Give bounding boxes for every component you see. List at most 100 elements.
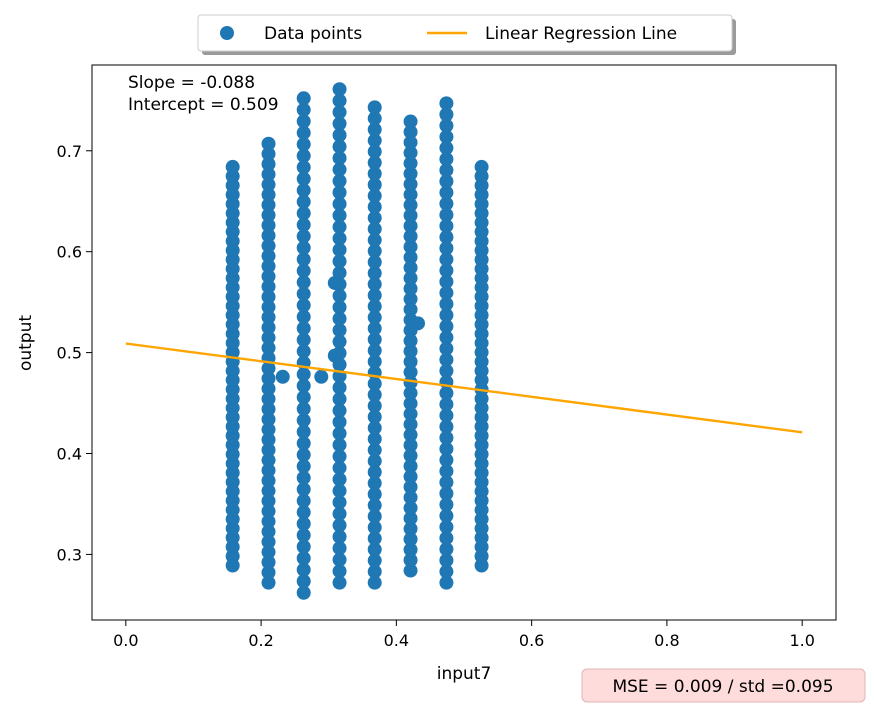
data-point — [439, 263, 454, 278]
data-point — [296, 413, 311, 428]
data-point — [367, 210, 382, 225]
data-point — [367, 166, 382, 181]
data-point — [261, 391, 276, 406]
data-point — [403, 260, 418, 275]
data-point — [367, 122, 382, 137]
data-point — [367, 542, 382, 557]
data-point — [367, 299, 382, 314]
x-tick-label: 0.8 — [654, 631, 679, 650]
data-point — [332, 139, 347, 154]
data-point — [367, 321, 382, 336]
data-point — [403, 386, 418, 401]
data-point — [439, 129, 454, 144]
data-point — [332, 116, 347, 131]
data-point — [261, 300, 276, 315]
data-point — [403, 344, 418, 359]
data-point — [261, 238, 276, 253]
data-point — [261, 381, 276, 396]
data-point — [439, 274, 454, 289]
data-point — [439, 564, 454, 579]
data-point — [439, 174, 454, 189]
data-point — [439, 152, 454, 167]
data-point — [261, 157, 276, 172]
intercept-annotation: Intercept = 0.509 — [128, 95, 279, 115]
data-point — [296, 585, 311, 600]
data-point — [439, 386, 454, 401]
data-point — [367, 343, 382, 358]
data-point — [261, 361, 276, 376]
data-point — [261, 248, 276, 263]
data-point — [439, 330, 454, 345]
data-point — [296, 309, 311, 324]
data-point — [367, 100, 382, 115]
data-point — [332, 575, 347, 590]
data-point — [367, 233, 382, 248]
data-point — [439, 196, 454, 211]
data-point — [403, 563, 418, 578]
data-point — [332, 552, 347, 567]
data-point — [367, 277, 382, 292]
data-point — [296, 91, 311, 106]
data-point — [261, 473, 276, 488]
data-point — [367, 332, 382, 347]
data-point — [439, 363, 454, 378]
data-point — [296, 102, 311, 117]
regression-line-layer — [125, 342, 803, 434]
data-point — [439, 107, 454, 122]
data-point — [261, 177, 276, 192]
data-point — [296, 539, 311, 554]
x-tick-label: 0.4 — [384, 631, 409, 650]
data-point — [403, 302, 418, 317]
data-point — [332, 185, 347, 200]
data-point — [403, 480, 418, 495]
data-point — [261, 432, 276, 447]
data-point — [296, 229, 311, 244]
data-point — [332, 174, 347, 189]
data-point — [261, 310, 276, 325]
data-point — [296, 263, 311, 278]
data-point — [332, 449, 347, 464]
data-point — [261, 330, 276, 345]
data-point — [403, 521, 418, 536]
legend-label-data-points: Data points — [264, 24, 362, 44]
data-point — [403, 511, 418, 526]
data-point — [439, 163, 454, 178]
data-point — [296, 206, 311, 221]
x-axis-ticks: 0.0 0.2 0.4 0.6 0.8 1.0 — [113, 620, 815, 650]
data-point — [332, 495, 347, 510]
data-point — [327, 348, 342, 363]
y-tick-label: 0.3 — [57, 545, 82, 564]
data-point — [296, 436, 311, 451]
data-point — [439, 397, 454, 412]
data-point — [403, 532, 418, 547]
data-point — [403, 239, 418, 254]
data-point — [332, 300, 347, 315]
data-point — [296, 482, 311, 497]
plot-area — [91, 64, 837, 621]
data-point — [439, 241, 454, 256]
data-point — [261, 320, 276, 335]
data-point — [332, 426, 347, 441]
data-point — [332, 437, 347, 452]
data-point — [296, 252, 311, 267]
data-point — [403, 438, 418, 453]
data-point — [439, 486, 454, 501]
data-point — [439, 352, 454, 367]
data-point — [439, 218, 454, 233]
data-point — [403, 250, 418, 265]
data-point — [367, 465, 382, 480]
data-point — [439, 308, 454, 323]
data-point — [403, 156, 418, 171]
data-point — [403, 406, 418, 421]
data-point — [367, 509, 382, 524]
data-point — [367, 409, 382, 424]
data-point — [296, 240, 311, 255]
data-point — [332, 403, 347, 418]
data-point — [403, 500, 418, 515]
data-point — [367, 144, 382, 159]
data-point — [439, 207, 454, 222]
data-point — [439, 408, 454, 423]
data-point — [296, 378, 311, 393]
x-axis-label: input7 — [437, 664, 492, 684]
